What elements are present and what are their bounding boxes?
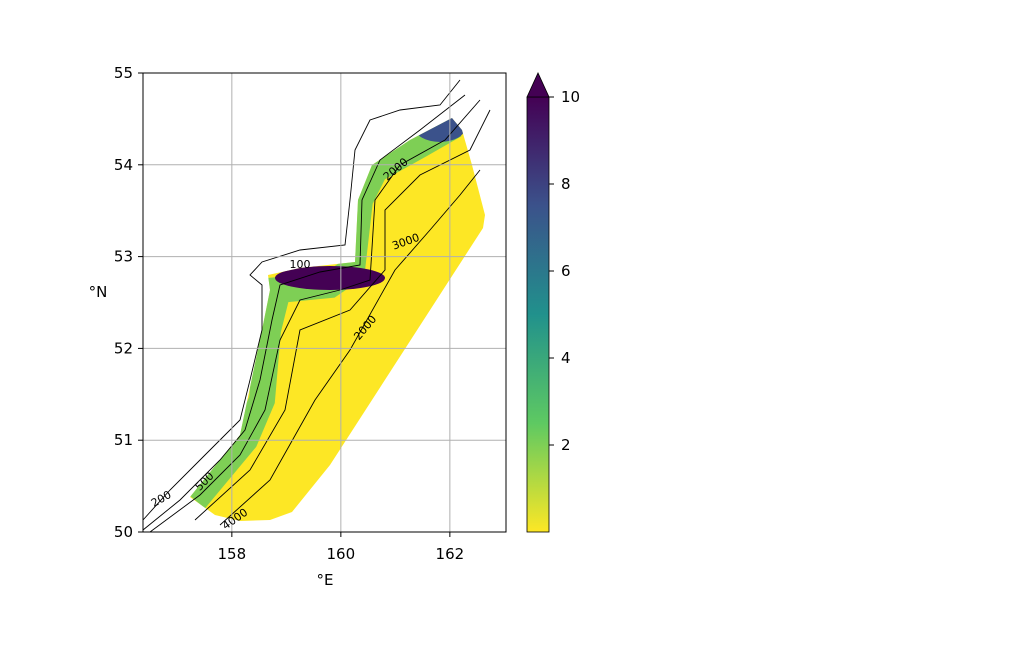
axes-frame [142, 72, 507, 533]
contours [143, 79, 491, 532]
y-axis-label: °N [89, 283, 108, 301]
colorbar-tick-label: 8 [561, 175, 571, 193]
x-tick-label: 162 [436, 545, 465, 563]
contour-label: 200 [149, 488, 174, 510]
y-tick-label: 54 [114, 156, 133, 174]
contour [143, 94, 466, 531]
coastline [143, 79, 461, 521]
colorbar-extend [526, 72, 550, 98]
y-tick-label: 51 [114, 431, 133, 449]
y-tick-label: 50 [114, 523, 133, 541]
colorbar-tick-label: 4 [561, 349, 571, 367]
colorbar [526, 96, 550, 533]
plot-area [143, 79, 491, 532]
y-tick-label: 55 [114, 64, 133, 82]
colorbar-tick-label: 6 [561, 262, 571, 280]
x-axis-label: °E [317, 571, 334, 589]
contour [219, 169, 481, 526]
y-tick-label: 52 [114, 339, 133, 357]
y-tick-label: 53 [114, 248, 133, 266]
x-tick-label: 160 [327, 545, 356, 563]
contour-label: 100 [290, 258, 311, 271]
colorbar-tick-label: 2 [561, 436, 571, 454]
x-tick-label: 158 [218, 545, 247, 563]
contour [149, 99, 481, 532]
colorbar-tick-label: 10 [561, 88, 580, 106]
